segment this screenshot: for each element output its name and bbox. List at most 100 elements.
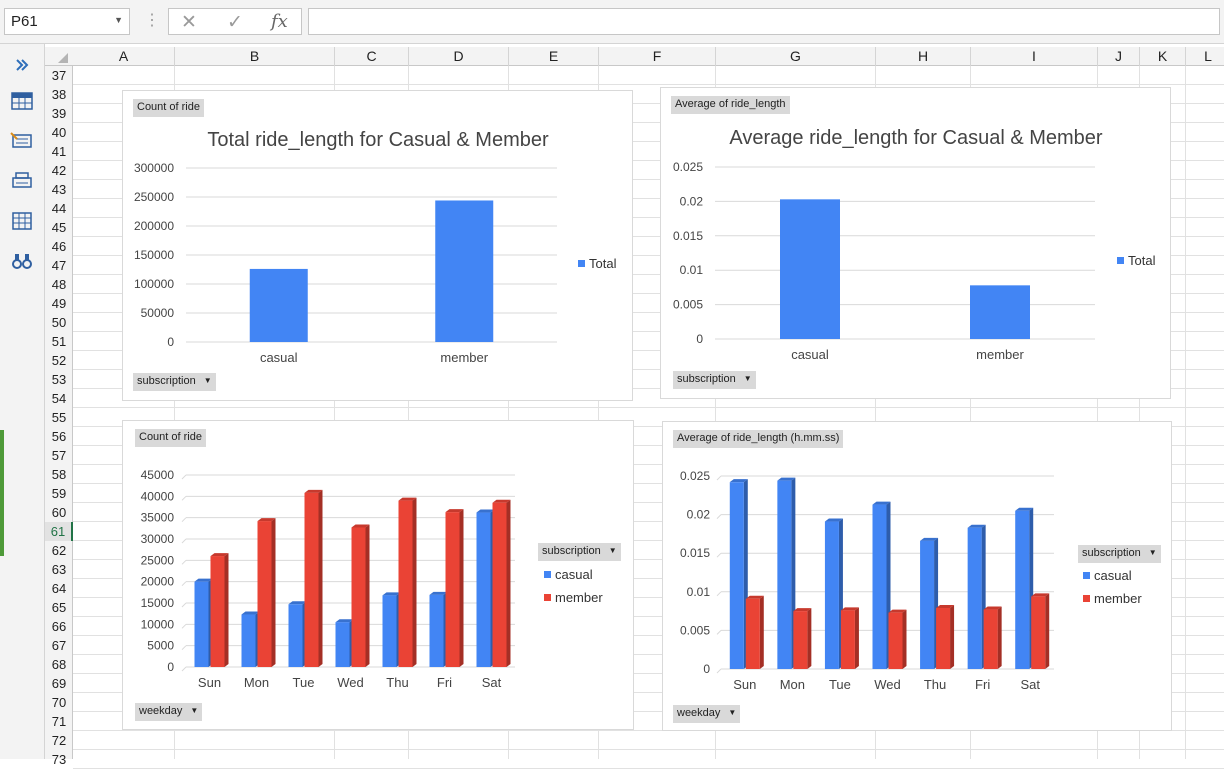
gridline-depth xyxy=(181,538,187,544)
row-header-37[interactable]: 37 xyxy=(51,68,67,83)
column-header-e[interactable]: E xyxy=(509,47,599,66)
drag-handle-icon[interactable]: ⋮ xyxy=(144,12,160,29)
cancel-icon[interactable]: ✕ xyxy=(181,12,197,33)
row-header-70[interactable]: 70 xyxy=(51,695,67,710)
fx-icon[interactable]: fx xyxy=(271,11,288,32)
row-header-55[interactable]: 55 xyxy=(51,410,67,425)
formula-input[interactable] xyxy=(308,8,1220,35)
grid-icon[interactable] xyxy=(9,210,35,232)
row-header-41[interactable]: 41 xyxy=(51,144,67,159)
grid-row-line xyxy=(73,578,1224,579)
column-header-c[interactable]: C xyxy=(335,47,409,66)
column-header-a[interactable]: A xyxy=(73,47,175,66)
pivot-field-button[interactable]: Count of ride xyxy=(133,99,204,117)
row-header-49[interactable]: 49 xyxy=(51,296,67,311)
row-header-71[interactable]: 71 xyxy=(51,714,67,729)
chart-average-ride-length[interactable]: 0 0.005 0.01 0.015 0.02 0.025 casual member Ave… xyxy=(660,87,1171,399)
expand-chevrons-icon[interactable] xyxy=(9,54,35,76)
row-header-50[interactable]: 50 xyxy=(51,315,67,330)
column-header-j[interactable]: J xyxy=(1098,47,1140,66)
cell-grid[interactable] xyxy=(73,66,1224,769)
bar-top-casual xyxy=(476,509,495,513)
row-header-48[interactable]: 48 xyxy=(51,277,67,292)
filter-button-subscription[interactable]: subscription ▼ xyxy=(673,371,756,389)
row-header-53[interactable]: 53 xyxy=(51,372,67,387)
row-header-65[interactable]: 65 xyxy=(51,600,67,615)
select-all-corner-icon[interactable] xyxy=(57,52,69,64)
legend-button-subscription[interactable]: subscription ▼ xyxy=(1078,545,1161,563)
row-header-58[interactable]: 58 xyxy=(51,467,67,482)
row-header-38[interactable]: 38 xyxy=(51,87,67,102)
row-header-54[interactable]: 54 xyxy=(51,391,67,406)
legend-label: casual xyxy=(1094,568,1132,583)
row-header-60[interactable]: 60 xyxy=(51,505,67,520)
column-header-i[interactable]: I xyxy=(971,47,1098,66)
row-header-57[interactable]: 57 xyxy=(51,448,67,463)
row-header-44[interactable]: 44 xyxy=(51,201,67,216)
pivot-field-button[interactable]: Average of ride_length (h.mm.ss) xyxy=(673,430,844,448)
row-header-66[interactable]: 66 xyxy=(51,619,67,634)
row-header-56[interactable]: 56 xyxy=(51,429,67,444)
legend-swatch xyxy=(544,594,551,601)
legend-button-subscription[interactable]: subscription ▼ xyxy=(538,543,621,561)
row-header-61[interactable]: 61 xyxy=(45,522,73,541)
legend-item: Total xyxy=(578,256,616,271)
pivot-field-button[interactable]: Count of ride xyxy=(135,429,206,447)
row-header-52[interactable]: 52 xyxy=(51,353,67,368)
row-header-64[interactable]: 64 xyxy=(51,581,67,596)
y-tick-label: 250000 xyxy=(134,190,174,204)
pivot-field-label: Count of ride xyxy=(139,431,202,443)
grid-column-line xyxy=(715,66,716,759)
column-header-g[interactable]: G xyxy=(716,47,876,66)
y-tick-label: 50000 xyxy=(141,306,175,320)
name-box[interactable]: P61 ▼ xyxy=(4,8,130,35)
row-header-45[interactable]: 45 xyxy=(51,220,67,235)
row-header-73[interactable]: 73 xyxy=(51,752,67,767)
row-header-39[interactable]: 39 xyxy=(51,106,67,121)
row-header-42[interactable]: 42 xyxy=(51,163,67,178)
bar-top-member xyxy=(888,609,907,613)
x-category-label: member xyxy=(440,350,488,365)
row-header-62[interactable]: 62 xyxy=(51,543,67,558)
pivot-field-button[interactable]: Average of ride_length xyxy=(671,96,790,114)
row-header-43[interactable]: 43 xyxy=(51,182,67,197)
row-header-46[interactable]: 46 xyxy=(51,239,67,254)
enter-icon[interactable]: ✓ xyxy=(227,12,243,33)
column-header-l[interactable]: L xyxy=(1186,47,1224,66)
row-header-72[interactable]: 72 xyxy=(51,733,67,748)
formula-buttons: ✕ ✓ fx xyxy=(168,8,302,35)
bar-member-sat xyxy=(1031,596,1046,669)
filter-button-subscription[interactable]: subscription ▼ xyxy=(133,373,216,391)
row-header-59[interactable]: 59 xyxy=(51,486,67,501)
bar-Total-casual xyxy=(249,268,308,342)
column-header-f[interactable]: F xyxy=(599,47,716,66)
filter-label: weekday xyxy=(677,707,721,719)
row-header-69[interactable]: 69 xyxy=(51,676,67,691)
row-header-51[interactable]: 51 xyxy=(51,334,67,349)
row-header-68[interactable]: 68 xyxy=(51,657,67,672)
filter-button-weekday[interactable]: weekday ▼ xyxy=(135,703,203,721)
bar-top-casual xyxy=(429,591,448,595)
bar-side-member xyxy=(1045,593,1050,669)
chart-average-by-weekday[interactable]: 0 0.005 0.01 0.015 0.02 0.025 Sun Mon Tue Wed Thu F… xyxy=(662,421,1172,731)
column-header-h[interactable]: H xyxy=(876,47,971,66)
print-icon[interactable] xyxy=(9,170,35,192)
table-icon[interactable] xyxy=(9,90,35,112)
column-header-k[interactable]: K xyxy=(1140,47,1186,66)
row-header-47[interactable]: 47 xyxy=(51,258,67,273)
binoculars-icon[interactable] xyxy=(9,250,35,272)
grid-row-line xyxy=(73,179,1224,180)
column-header-b[interactable]: B xyxy=(175,47,335,66)
bar-member-sun xyxy=(745,598,760,669)
form-icon[interactable] xyxy=(9,130,35,152)
row-header-67[interactable]: 67 xyxy=(51,638,67,653)
row-header-63[interactable]: 63 xyxy=(51,562,67,577)
filter-button-weekday[interactable]: weekday ▼ xyxy=(673,705,741,723)
chevron-down-icon[interactable]: ▼ xyxy=(114,15,123,25)
bar-side-member xyxy=(950,605,955,669)
chart-count-by-weekday[interactable]: 0 5000 10000 15000 20000 25000 30000 35000 40000… xyxy=(122,420,634,730)
chart-total-ride-length[interactable]: 0 50000 100000 150000 200000 250000 300000 casu… xyxy=(122,90,633,401)
column-header-d[interactable]: D xyxy=(409,47,509,66)
row-header-40[interactable]: 40 xyxy=(51,125,67,140)
